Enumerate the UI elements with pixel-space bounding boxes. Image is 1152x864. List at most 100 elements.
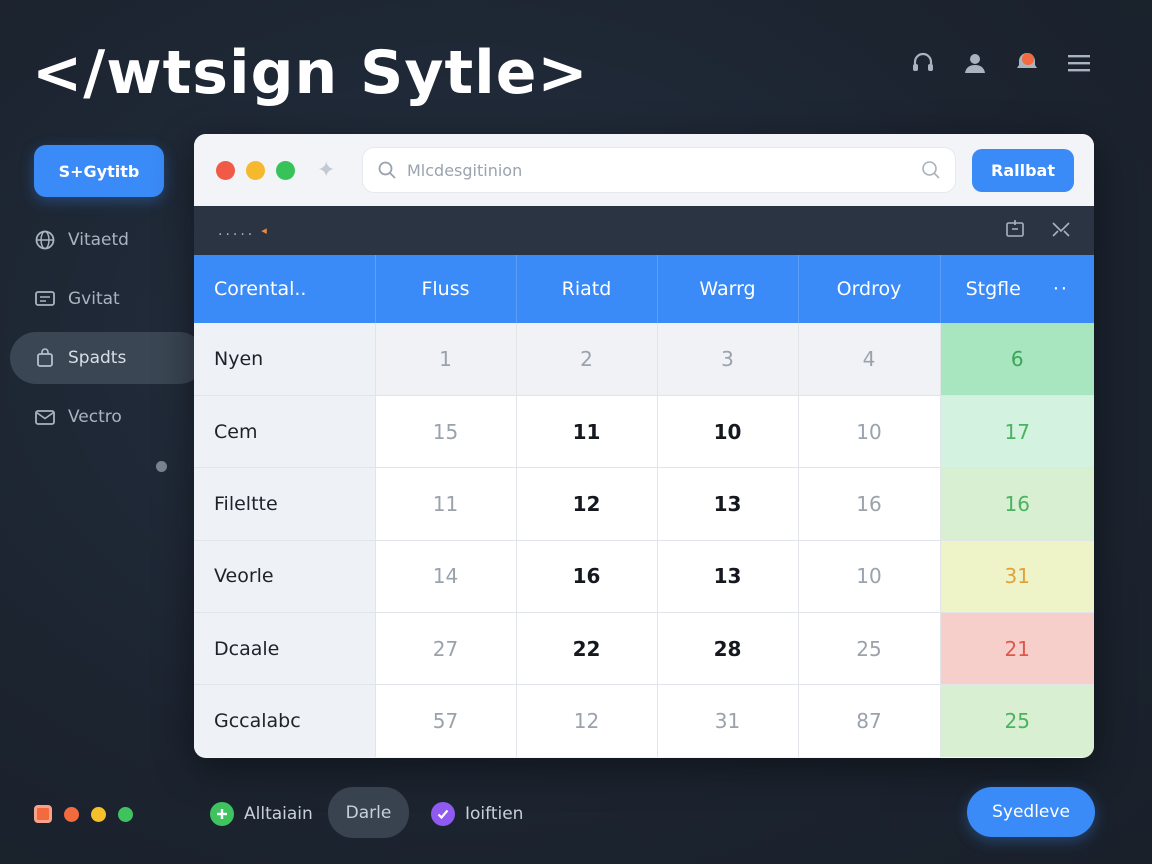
column-more-icon[interactable]: ·· <box>1052 278 1069 300</box>
table-cell[interactable]: 1 <box>375 323 517 396</box>
sidebar-item-label: Gvitat <box>68 289 120 309</box>
search-submit-icon[interactable] <box>921 160 941 180</box>
footer-primary-button[interactable]: Syedleve <box>967 787 1095 837</box>
sidebar-item-vectro[interactable]: Vectro <box>10 391 205 443</box>
sidebar-item-vitaetd[interactable]: Vitaetd <box>10 214 205 266</box>
app-title: </wtsign Sytle> <box>32 38 589 108</box>
highlight-cell[interactable]: 6 <box>940 323 1094 396</box>
table-cell[interactable]: 4 <box>798 323 941 396</box>
monitor-icon <box>35 291 55 306</box>
table-row[interactable]: Nyen 1 2 3 4 6 <box>194 323 1094 396</box>
check-action-button[interactable]: Ioiftien <box>431 802 523 826</box>
table-cell[interactable]: 28 <box>657 612 799 686</box>
table-row[interactable]: Dcaale 27 22 28 25 21 <box>194 612 1094 686</box>
data-table: Corental.. Fluss Riatd Warrg Ordroy Stgf… <box>194 255 1094 758</box>
collapse-icon[interactable] <box>1050 218 1072 240</box>
window-titlebar: ✦ Rallbat <box>194 134 1094 206</box>
table-cell[interactable]: 3 <box>657 323 799 396</box>
close-window-button[interactable] <box>216 160 235 180</box>
plus-icon <box>210 802 234 826</box>
sparkle-icon[interactable]: ✦ <box>317 157 336 183</box>
table-cell[interactable]: 2 <box>516 323 658 396</box>
table-cell[interactable]: 27 <box>375 612 517 686</box>
table-cell[interactable]: 87 <box>798 684 941 758</box>
top-toolbar <box>908 48 1094 78</box>
search-icon <box>378 161 396 179</box>
toolbar-caret-icon[interactable]: ◂ <box>261 224 267 237</box>
sidebar-item-label: Vitaetd <box>68 230 129 250</box>
table-cell[interactable]: 31 <box>657 684 799 758</box>
table-cell[interactable]: 16 <box>516 540 658 614</box>
status-square-icon <box>34 805 52 823</box>
sidebar-item-label: Vectro <box>68 407 122 427</box>
search-input[interactable] <box>407 160 921 180</box>
table-cell[interactable]: 14 <box>375 540 517 614</box>
user-icon[interactable] <box>960 48 990 78</box>
sidebar-item-gvitat[interactable]: Gvitat <box>10 273 205 325</box>
globe-icon <box>35 230 55 250</box>
table-cell[interactable]: 11 <box>375 467 517 541</box>
table-cell[interactable]: 57 <box>375 684 517 758</box>
highlight-cell[interactable]: 17 <box>940 395 1094 469</box>
column-header[interactable]: Ordroy <box>798 255 941 323</box>
column-header[interactable]: Riatd <box>516 255 658 323</box>
footer-pill-button[interactable]: Darle <box>328 787 409 838</box>
add-action-button[interactable]: Alltaiain <box>210 802 313 826</box>
table-cell[interactable]: 12 <box>516 684 658 758</box>
table-row[interactable]: Fileltte 11 12 13 16 16 <box>194 467 1094 541</box>
window-controls <box>216 160 295 180</box>
column-header[interactable]: Warrg <box>657 255 799 323</box>
column-header[interactable]: Stgfle ·· <box>940 255 1094 323</box>
maximize-window-button[interactable] <box>276 160 295 180</box>
notification-badge-icon[interactable] <box>1012 48 1042 78</box>
toolbar-dots[interactable]: ..... <box>218 222 256 239</box>
row-label: Fileltte <box>194 467 376 541</box>
table-cell[interactable]: 15 <box>375 395 517 469</box>
highlight-cell[interactable]: 31 <box>940 540 1094 614</box>
row-label: Gccalabc <box>194 684 376 758</box>
row-label: Nyen <box>194 323 376 396</box>
bag-icon <box>37 348 53 367</box>
highlight-cell[interactable]: 16 <box>940 467 1094 541</box>
table-row[interactable]: Cem 15 11 10 10 17 <box>194 395 1094 469</box>
sidebar-scroll-dot <box>156 461 167 472</box>
sidebar: Vitaetd Gvitat Spadts Vectro <box>10 214 205 450</box>
column-header[interactable]: Corental.. <box>194 255 376 323</box>
status-indicators <box>34 805 133 823</box>
export-icon[interactable] <box>1004 218 1026 240</box>
table-cell[interactable]: 11 <box>516 395 658 469</box>
status-dot-yellow <box>91 806 106 822</box>
highlight-cell[interactable]: 25 <box>940 684 1094 758</box>
mail-icon <box>35 410 55 425</box>
headset-icon[interactable] <box>908 48 938 78</box>
highlight-cell[interactable]: 21 <box>940 612 1094 686</box>
table-row[interactable]: Veorle 14 16 13 10 31 <box>194 540 1094 614</box>
table-header-row: Corental.. Fluss Riatd Warrg Ordroy Stgf… <box>194 255 1094 323</box>
table-cell[interactable]: 12 <box>516 467 658 541</box>
menu-icon[interactable] <box>1064 48 1094 78</box>
table-cell[interactable]: 22 <box>516 612 658 686</box>
app-window: ✦ Rallbat ..... ◂ Corental.. Fluss Riatd… <box>194 134 1094 758</box>
table-cell[interactable]: 25 <box>798 612 941 686</box>
check-action-label: Ioiftien <box>465 804 524 824</box>
table-cell[interactable]: 16 <box>798 467 941 541</box>
table-toolbar: ..... ◂ <box>194 206 1094 255</box>
sidebar-item-spadts[interactable]: Spadts <box>10 332 205 384</box>
check-icon <box>431 802 455 826</box>
column-header[interactable]: Fluss <box>375 255 517 323</box>
titlebar-action-button[interactable]: Rallbat <box>972 149 1074 192</box>
row-label: Dcaale <box>194 612 376 686</box>
add-action-label: Alltaiain <box>244 804 313 824</box>
table-cell[interactable]: 10 <box>798 395 941 469</box>
table-cell[interactable]: 10 <box>657 395 799 469</box>
sidebar-primary-button[interactable]: S+Gytitb <box>34 145 164 197</box>
table-cell[interactable]: 13 <box>657 540 799 614</box>
table-cell[interactable]: 13 <box>657 467 799 541</box>
sidebar-item-label: Spadts <box>68 348 127 368</box>
table-row[interactable]: Gccalabc 57 12 31 87 25 <box>194 684 1094 758</box>
minimize-window-button[interactable] <box>246 160 265 180</box>
status-dot-green <box>118 806 133 822</box>
table-cell[interactable]: 10 <box>798 540 941 614</box>
status-dot-orange <box>64 806 79 822</box>
row-label: Cem <box>194 395 376 469</box>
